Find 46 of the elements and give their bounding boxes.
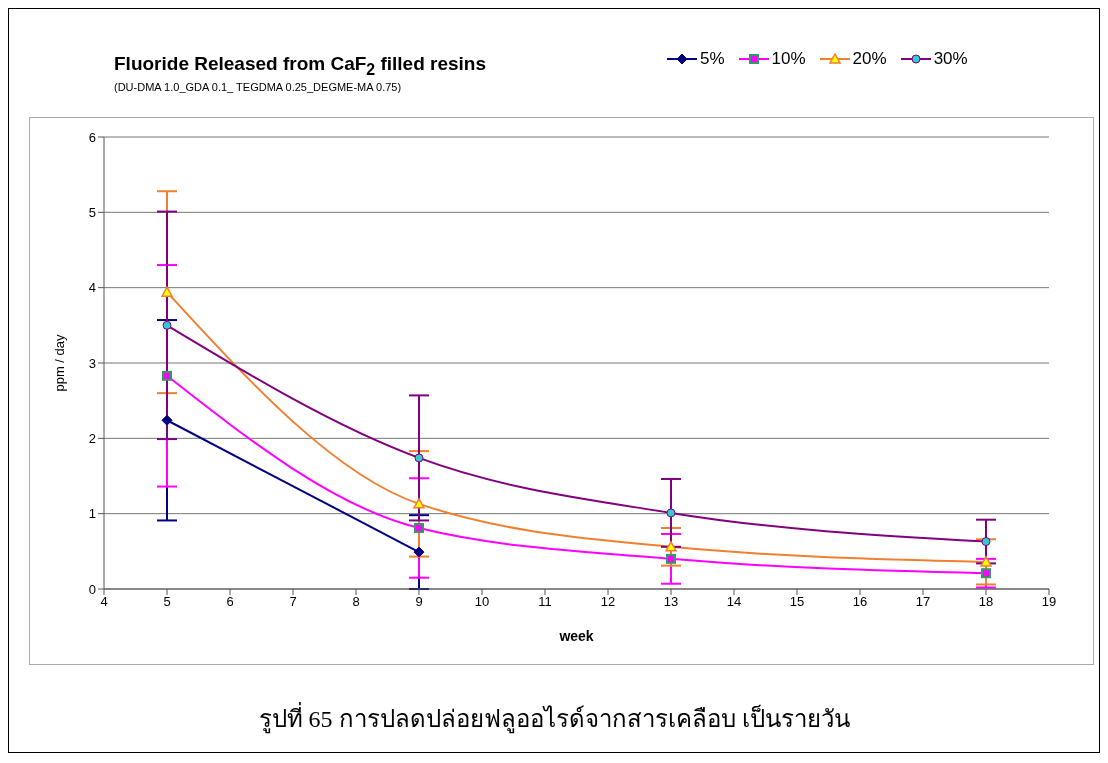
- point: [413, 498, 425, 509]
- x-tick-label: 19: [1041, 594, 1057, 610]
- y-tick-label: 3: [88, 355, 96, 371]
- point: [665, 541, 677, 552]
- legend-label: 10%: [771, 49, 806, 69]
- point: [666, 553, 676, 564]
- x-tick-label: 10: [474, 594, 490, 610]
- x-tick-label: 9: [415, 594, 423, 610]
- text: รูปที่ 65 การปลดปล่อยฟลูออไรด์จากสารเคลือบ เป็นรายวัน: [257, 701, 851, 736]
- point: [981, 537, 991, 547]
- y-axis-title: ppm / day: [51, 333, 67, 392]
- point: [666, 508, 676, 518]
- point: [414, 522, 424, 533]
- point: [161, 414, 173, 426]
- legend-label: 5%: [700, 49, 725, 69]
- legend-label: 30%: [933, 49, 968, 69]
- x-tick-label: 6: [226, 594, 234, 610]
- x-tick-label: 18: [978, 594, 994, 610]
- x-tick-label: 15: [789, 594, 805, 610]
- x-tick-label: 16: [852, 594, 868, 610]
- point: [162, 320, 172, 330]
- y-tick-label: 6: [88, 129, 96, 145]
- x-tick-label: 17: [915, 594, 931, 610]
- point: [413, 546, 425, 558]
- point: [161, 286, 173, 297]
- point: [981, 568, 991, 579]
- legend-label: 20%: [852, 49, 887, 69]
- x-tick-label: 4: [100, 594, 108, 610]
- x-tick-label: 5: [163, 594, 171, 610]
- y-tick-label: 0: [88, 581, 96, 597]
- chart-subtitle: (DU-DMA 1.0_GDA 0.1_ TEGDMA 0.25_DEGME-MA 0.75): [114, 81, 402, 93]
- y-tick-label: 2: [88, 430, 96, 446]
- x-tick-label: 14: [726, 594, 742, 610]
- y-tick-label: 4: [88, 280, 96, 296]
- x-tick-label: 11: [538, 594, 552, 610]
- x-axis-title: week: [558, 628, 594, 644]
- point: [980, 556, 992, 567]
- chart-title: Fluoride Released from CaF$_{2}$ filled resins: [114, 53, 487, 79]
- y-tick-label: 1: [88, 506, 96, 522]
- x-tick-label: 7: [289, 594, 297, 610]
- x-tick-label: 8: [352, 594, 360, 610]
- x-tick-label: 12: [600, 594, 616, 610]
- y-tick-label: 5: [88, 204, 96, 220]
- x-tick-label: 13: [663, 594, 679, 610]
- point: [162, 370, 172, 381]
- point: [414, 453, 424, 463]
